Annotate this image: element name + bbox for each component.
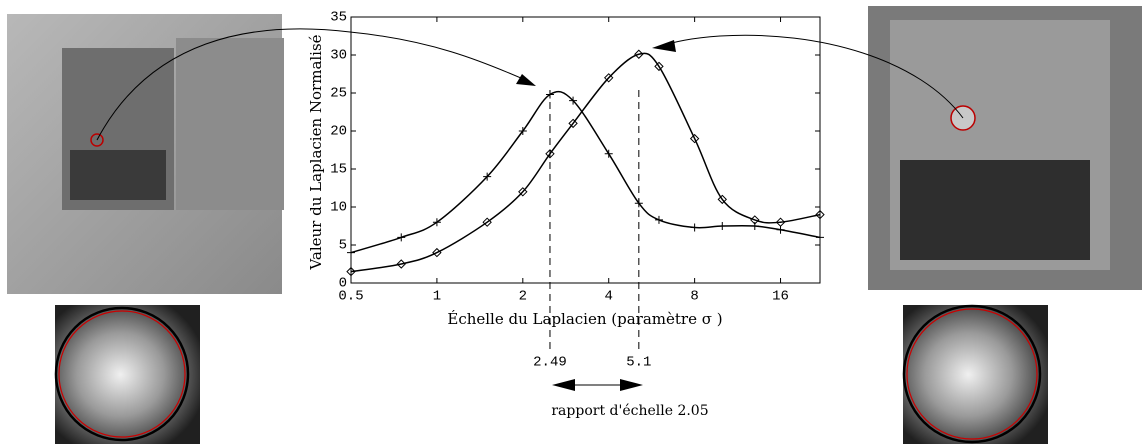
plus-marker [634,199,643,208]
link-arrow [659,34,964,119]
right-photo [868,6,1142,290]
x-tick-label: 0.5 [338,289,363,305]
link-arrow [96,28,531,141]
diamond-marker [717,194,727,205]
arrow-head [516,74,536,86]
diamond-marker [545,149,555,159]
plus-marker [750,222,759,230]
y-tick-label: 0 [339,276,347,292]
diamond-marker [775,217,786,227]
plus-marker [776,225,785,234]
ratio-label: rapport d'échelle 2.05 [551,403,708,419]
arrow-head [652,40,676,52]
plus-marker [397,233,406,242]
left-patch [54,305,200,444]
plus-marker [690,223,699,232]
series-line [350,52,821,273]
plus-marker [718,222,727,230]
x-tick-label: 16 [772,289,789,305]
x-tick-label: 2 [519,289,527,305]
plus-marker [654,215,663,224]
plus-marker [483,172,492,181]
diamond-marker [432,247,442,258]
y-tick-label: 35 [330,10,347,26]
y-tick-label: 20 [330,124,347,140]
y-axis-label: Valeur du Laplacien Normalisé [307,34,325,270]
diamond-marker [518,187,528,197]
diamond-marker [654,61,664,72]
diamond-marker [689,133,700,144]
diamond-marker [346,266,356,277]
y-tick-label: 15 [330,162,347,178]
plus-marker [432,218,441,227]
diamond-marker [396,259,406,269]
diamond-marker [634,49,644,59]
right-patch [902,304,1048,444]
x-tick-label: 1 [433,289,441,305]
peak-label: 2.49 [533,355,567,371]
plus-marker [569,96,578,105]
peak-label: 5.1 [626,355,651,371]
y-tick-label: 10 [330,200,347,216]
plus-marker [604,149,613,158]
diamond-marker [568,118,578,129]
left-photo [7,14,284,294]
series-line [350,90,821,254]
y-tick-label: 30 [330,48,347,64]
ratio-arrow [552,379,643,391]
plus-marker [347,248,355,257]
diamond-marker [604,73,614,83]
plus-marker [545,90,554,99]
y-tick-label: 5 [339,238,347,254]
diamond-marker [750,215,760,225]
diamond-marker [815,209,825,220]
x-tick-label: 4 [605,289,613,305]
plus-marker [518,127,527,135]
x-axis-label: Échelle du Laplacien (paramètre σ ) [447,310,722,328]
x-tick-label: 8 [690,289,698,305]
y-tick-label: 25 [330,86,347,102]
plot-frame [350,16,821,284]
plus-marker [816,233,824,242]
diamond-marker [482,217,492,227]
